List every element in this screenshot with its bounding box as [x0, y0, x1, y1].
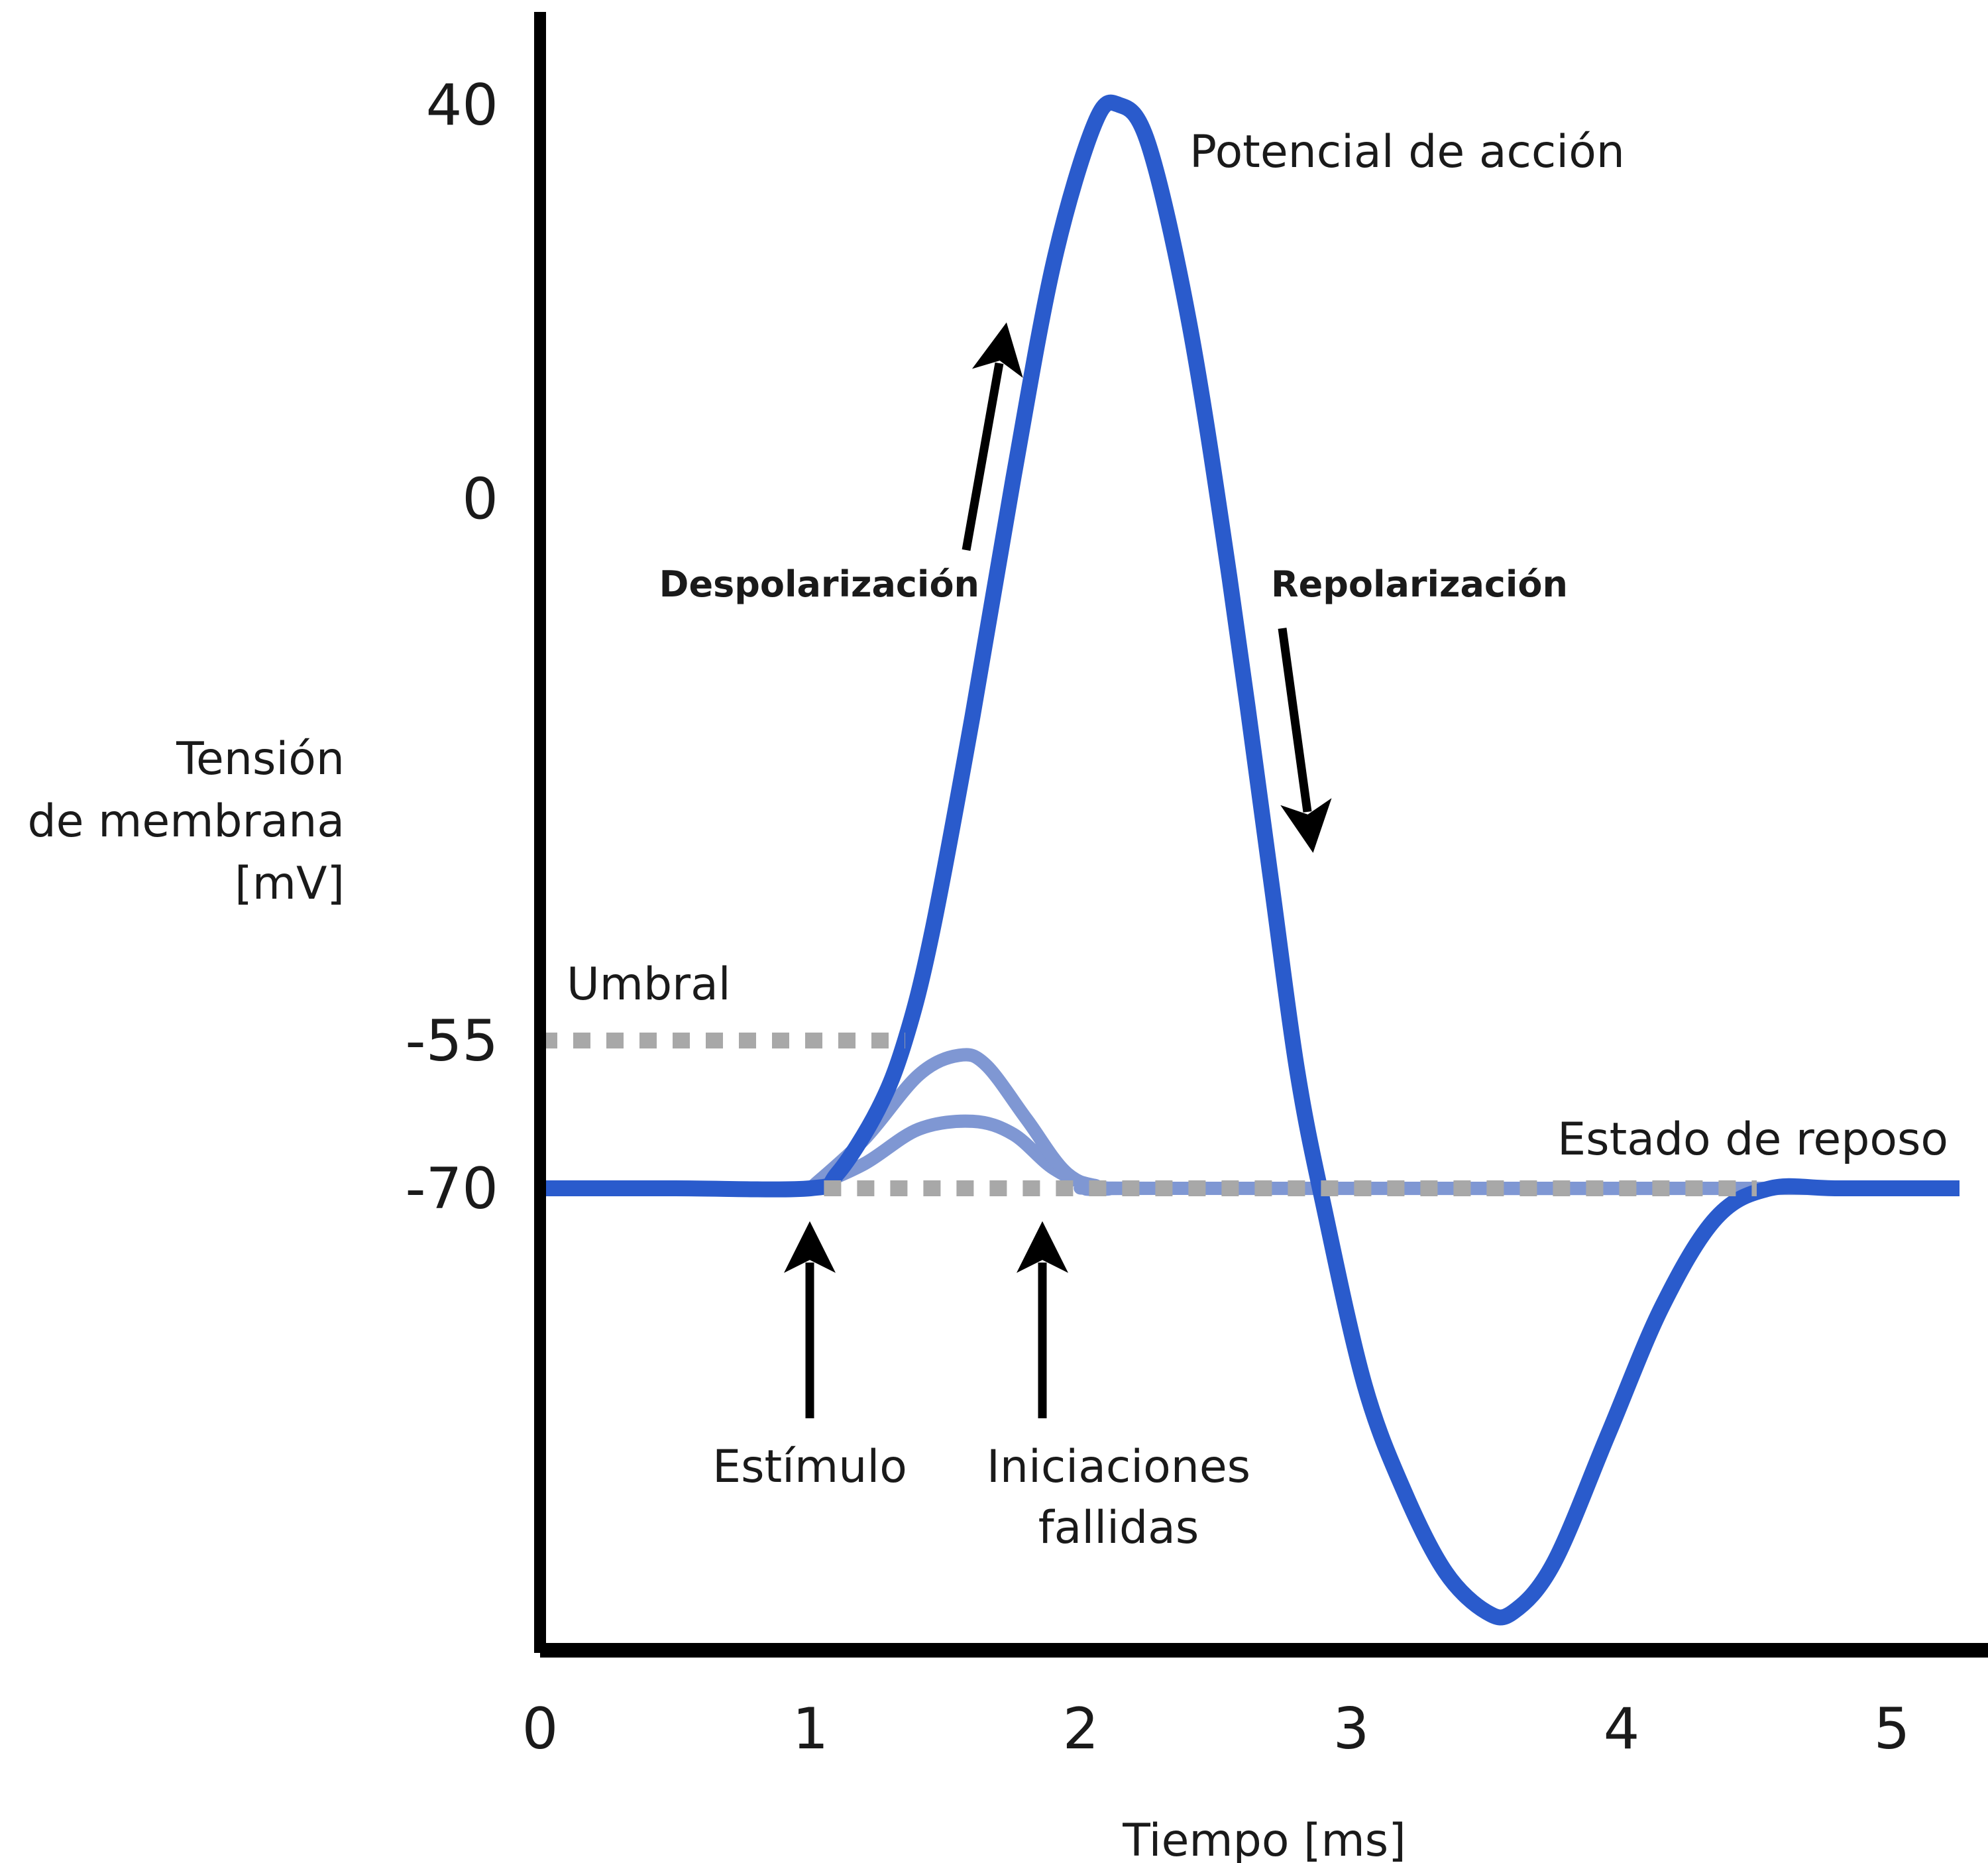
repolarization-label: Repolarización: [1271, 563, 1568, 605]
y-axis-label-1: Tensión: [176, 733, 345, 785]
axes: [534, 12, 1988, 1658]
y-tick-label: 40: [426, 72, 498, 139]
x-tick-label: 5: [1874, 1696, 1910, 1762]
y-tick-label: -55: [406, 1008, 498, 1074]
y-axis-label-3: [mV]: [235, 858, 345, 910]
failed-initiations-label-2: fallidas: [1038, 1502, 1199, 1554]
series-layer: [539, 94, 1960, 1626]
x-tick-label: 2: [1063, 1696, 1099, 1762]
y-tick-label: 0: [462, 467, 498, 533]
depolarization-label: Despolarización: [659, 563, 979, 605]
y-axis-label-2: de membrana: [28, 795, 345, 848]
x-tick-label: 4: [1604, 1696, 1640, 1762]
x-tick-label: 3: [1333, 1696, 1370, 1762]
repolarization-arrow: [1278, 628, 1332, 853]
x-tick-labels: 0 1 2 3 4 5: [522, 1696, 1910, 1762]
reference-lines: [540, 1033, 1757, 1196]
x-tick-label: 1: [793, 1696, 829, 1762]
y-tick-label: -70: [406, 1156, 498, 1222]
threshold-label: Umbral: [567, 958, 731, 1011]
y-tick-labels: 40 0 -55 -70: [406, 72, 498, 1222]
series-line-action-potential: [539, 94, 1960, 1626]
title-label: Potencial de acción: [1189, 126, 1625, 178]
resting-state-label: Estado de reposo: [1557, 1113, 1948, 1166]
series-line-failed-initiation-high: [806, 1048, 1960, 1196]
failed-initiations-label-1: Iniciaciones: [987, 1441, 1250, 1493]
depolarization-arrow: [962, 322, 1023, 551]
x-tick-label: 0: [522, 1696, 559, 1762]
x-axis-label: Tiempo [ms]: [1122, 1815, 1406, 1863]
stimulus-label: Estímulo: [712, 1441, 907, 1493]
arrows: [784, 322, 1332, 1418]
